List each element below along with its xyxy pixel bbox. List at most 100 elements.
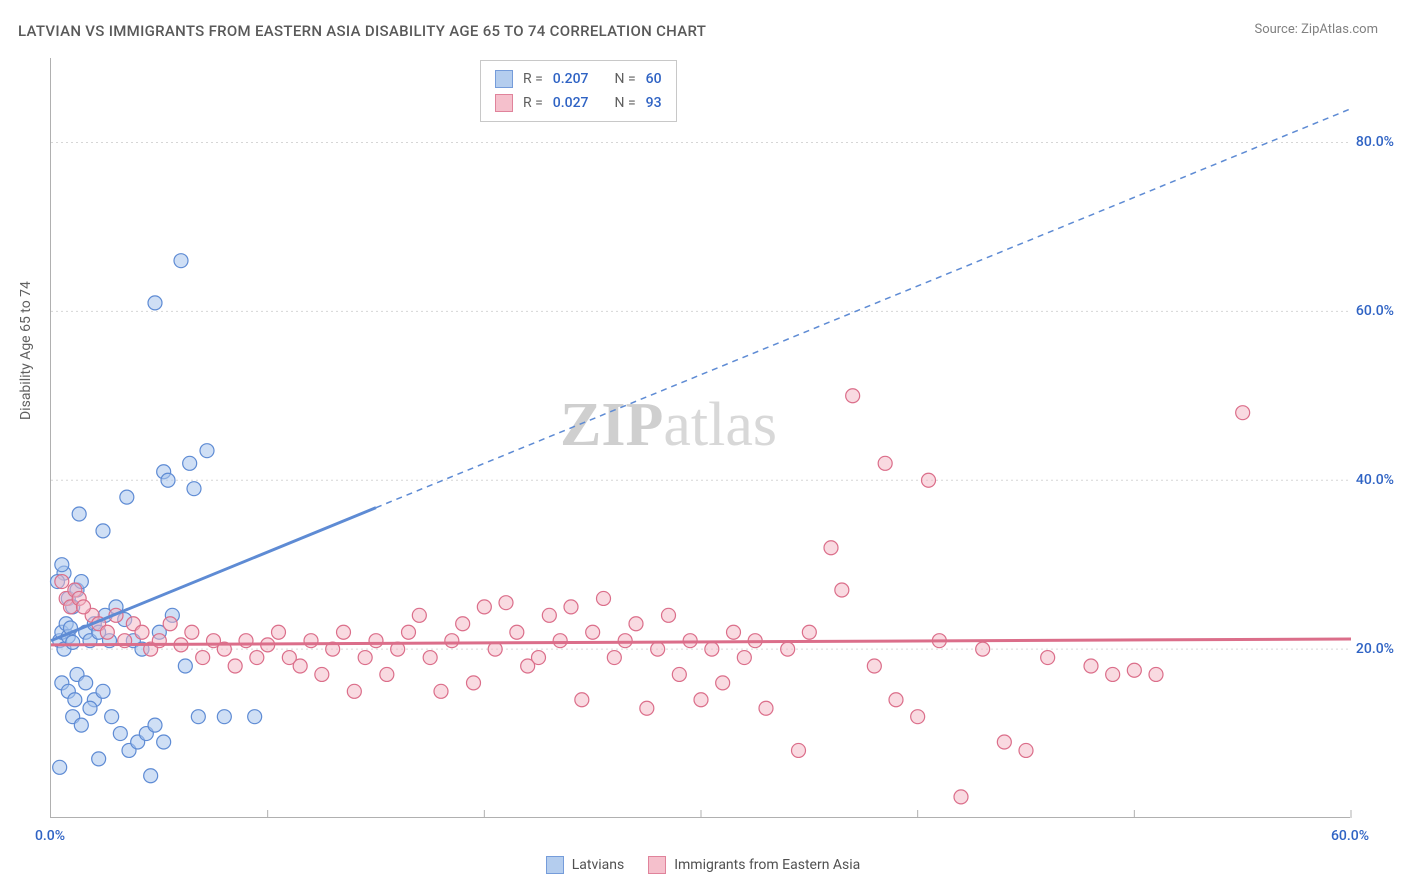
scatter-point	[1106, 667, 1120, 681]
scatter-point	[477, 600, 491, 614]
scatter-point	[239, 634, 253, 648]
scatter-point	[802, 625, 816, 639]
scatter-point	[100, 625, 114, 639]
scatter-point	[911, 710, 925, 724]
scatter-point	[315, 667, 329, 681]
scatter-point	[135, 625, 149, 639]
scatter-point	[1236, 406, 1250, 420]
legend-series-label: Latvians	[572, 857, 625, 873]
r-value: 0.207	[553, 71, 589, 87]
scatter-point	[163, 617, 177, 631]
scatter-point	[1127, 663, 1141, 677]
scatter-point	[105, 710, 119, 724]
scatter-point	[380, 667, 394, 681]
scatter-point	[878, 456, 892, 470]
scatter-point	[705, 642, 719, 656]
scatter-point	[835, 583, 849, 597]
scatter-point	[369, 634, 383, 648]
chart-svg	[51, 58, 1350, 817]
scatter-point	[423, 651, 437, 665]
legend-series-label: Immigrants from Eastern Asia	[674, 857, 860, 873]
scatter-point	[196, 651, 210, 665]
scatter-point	[542, 608, 556, 622]
scatter-point	[83, 701, 97, 715]
n-value: 60	[646, 71, 662, 87]
scatter-point	[716, 676, 730, 690]
scatter-point	[74, 718, 88, 732]
scatter-point	[144, 769, 158, 783]
scatter-point	[672, 667, 686, 681]
scatter-point	[187, 482, 201, 496]
r-value: 0.027	[553, 95, 589, 111]
scatter-point	[824, 541, 838, 555]
legend-swatch	[495, 70, 513, 88]
scatter-point	[586, 625, 600, 639]
scatter-point	[228, 659, 242, 673]
scatter-point	[922, 473, 936, 487]
scatter-point	[200, 444, 214, 458]
scatter-point	[96, 524, 110, 538]
scatter-point	[161, 473, 175, 487]
scatter-point	[178, 659, 192, 673]
scatter-point	[889, 693, 903, 707]
legend-correlation-row: R =0.207N =60	[495, 67, 662, 91]
scatter-point	[662, 608, 676, 622]
scatter-point	[607, 651, 621, 665]
scatter-point	[148, 296, 162, 310]
scatter-point	[148, 718, 162, 732]
legend-series-item: Latvians	[546, 856, 625, 874]
scatter-point	[727, 625, 741, 639]
legend-series-item: Immigrants from Eastern Asia	[648, 856, 860, 874]
y-tick-label: 20.0%	[1356, 641, 1394, 657]
r-label: R =	[523, 95, 543, 111]
legend-swatch	[546, 856, 564, 874]
scatter-point	[157, 735, 171, 749]
x-tick-label: 0.0%	[35, 828, 65, 844]
legend-swatch	[495, 94, 513, 112]
scatter-point	[640, 701, 654, 715]
scatter-point	[954, 790, 968, 804]
legend-series: Latvians Immigrants from Eastern Asia	[0, 856, 1406, 874]
scatter-point	[293, 659, 307, 673]
n-label: N =	[615, 95, 636, 111]
scatter-point	[358, 651, 372, 665]
scatter-point	[191, 710, 205, 724]
scatter-point	[597, 591, 611, 605]
scatter-point	[304, 634, 318, 648]
scatter-point	[651, 642, 665, 656]
scatter-point	[434, 684, 448, 698]
y-tick-label: 40.0%	[1356, 472, 1394, 488]
scatter-point	[1149, 667, 1163, 681]
legend-correlation-row: R =0.027N =93	[495, 91, 662, 115]
y-axis-label: Disability Age 65 to 74	[18, 281, 34, 420]
scatter-point	[96, 684, 110, 698]
scatter-point	[564, 600, 578, 614]
scatter-point	[629, 617, 643, 631]
scatter-point	[185, 625, 199, 639]
y-tick-label: 60.0%	[1356, 303, 1394, 319]
scatter-point	[66, 635, 80, 649]
scatter-point	[174, 254, 188, 268]
scatter-point	[92, 752, 106, 766]
scatter-point	[1041, 651, 1055, 665]
scatter-point	[792, 743, 806, 757]
chart-title: LATVIAN VS IMMIGRANTS FROM EASTERN ASIA …	[18, 22, 706, 40]
scatter-point	[68, 693, 82, 707]
scatter-point	[77, 600, 91, 614]
scatter-point	[402, 625, 416, 639]
scatter-point	[694, 693, 708, 707]
scatter-point	[1084, 659, 1098, 673]
x-tick-label: 60.0%	[1331, 828, 1369, 844]
scatter-point	[183, 456, 197, 470]
y-tick-label: 80.0%	[1356, 134, 1394, 150]
n-label: N =	[615, 71, 636, 87]
scatter-point	[575, 693, 589, 707]
scatter-point	[217, 710, 231, 724]
scatter-point	[759, 701, 773, 715]
scatter-point	[618, 634, 632, 648]
scatter-point	[445, 634, 459, 648]
scatter-point	[867, 659, 881, 673]
scatter-point	[120, 490, 134, 504]
scatter-point	[113, 727, 127, 741]
scatter-point	[997, 735, 1011, 749]
